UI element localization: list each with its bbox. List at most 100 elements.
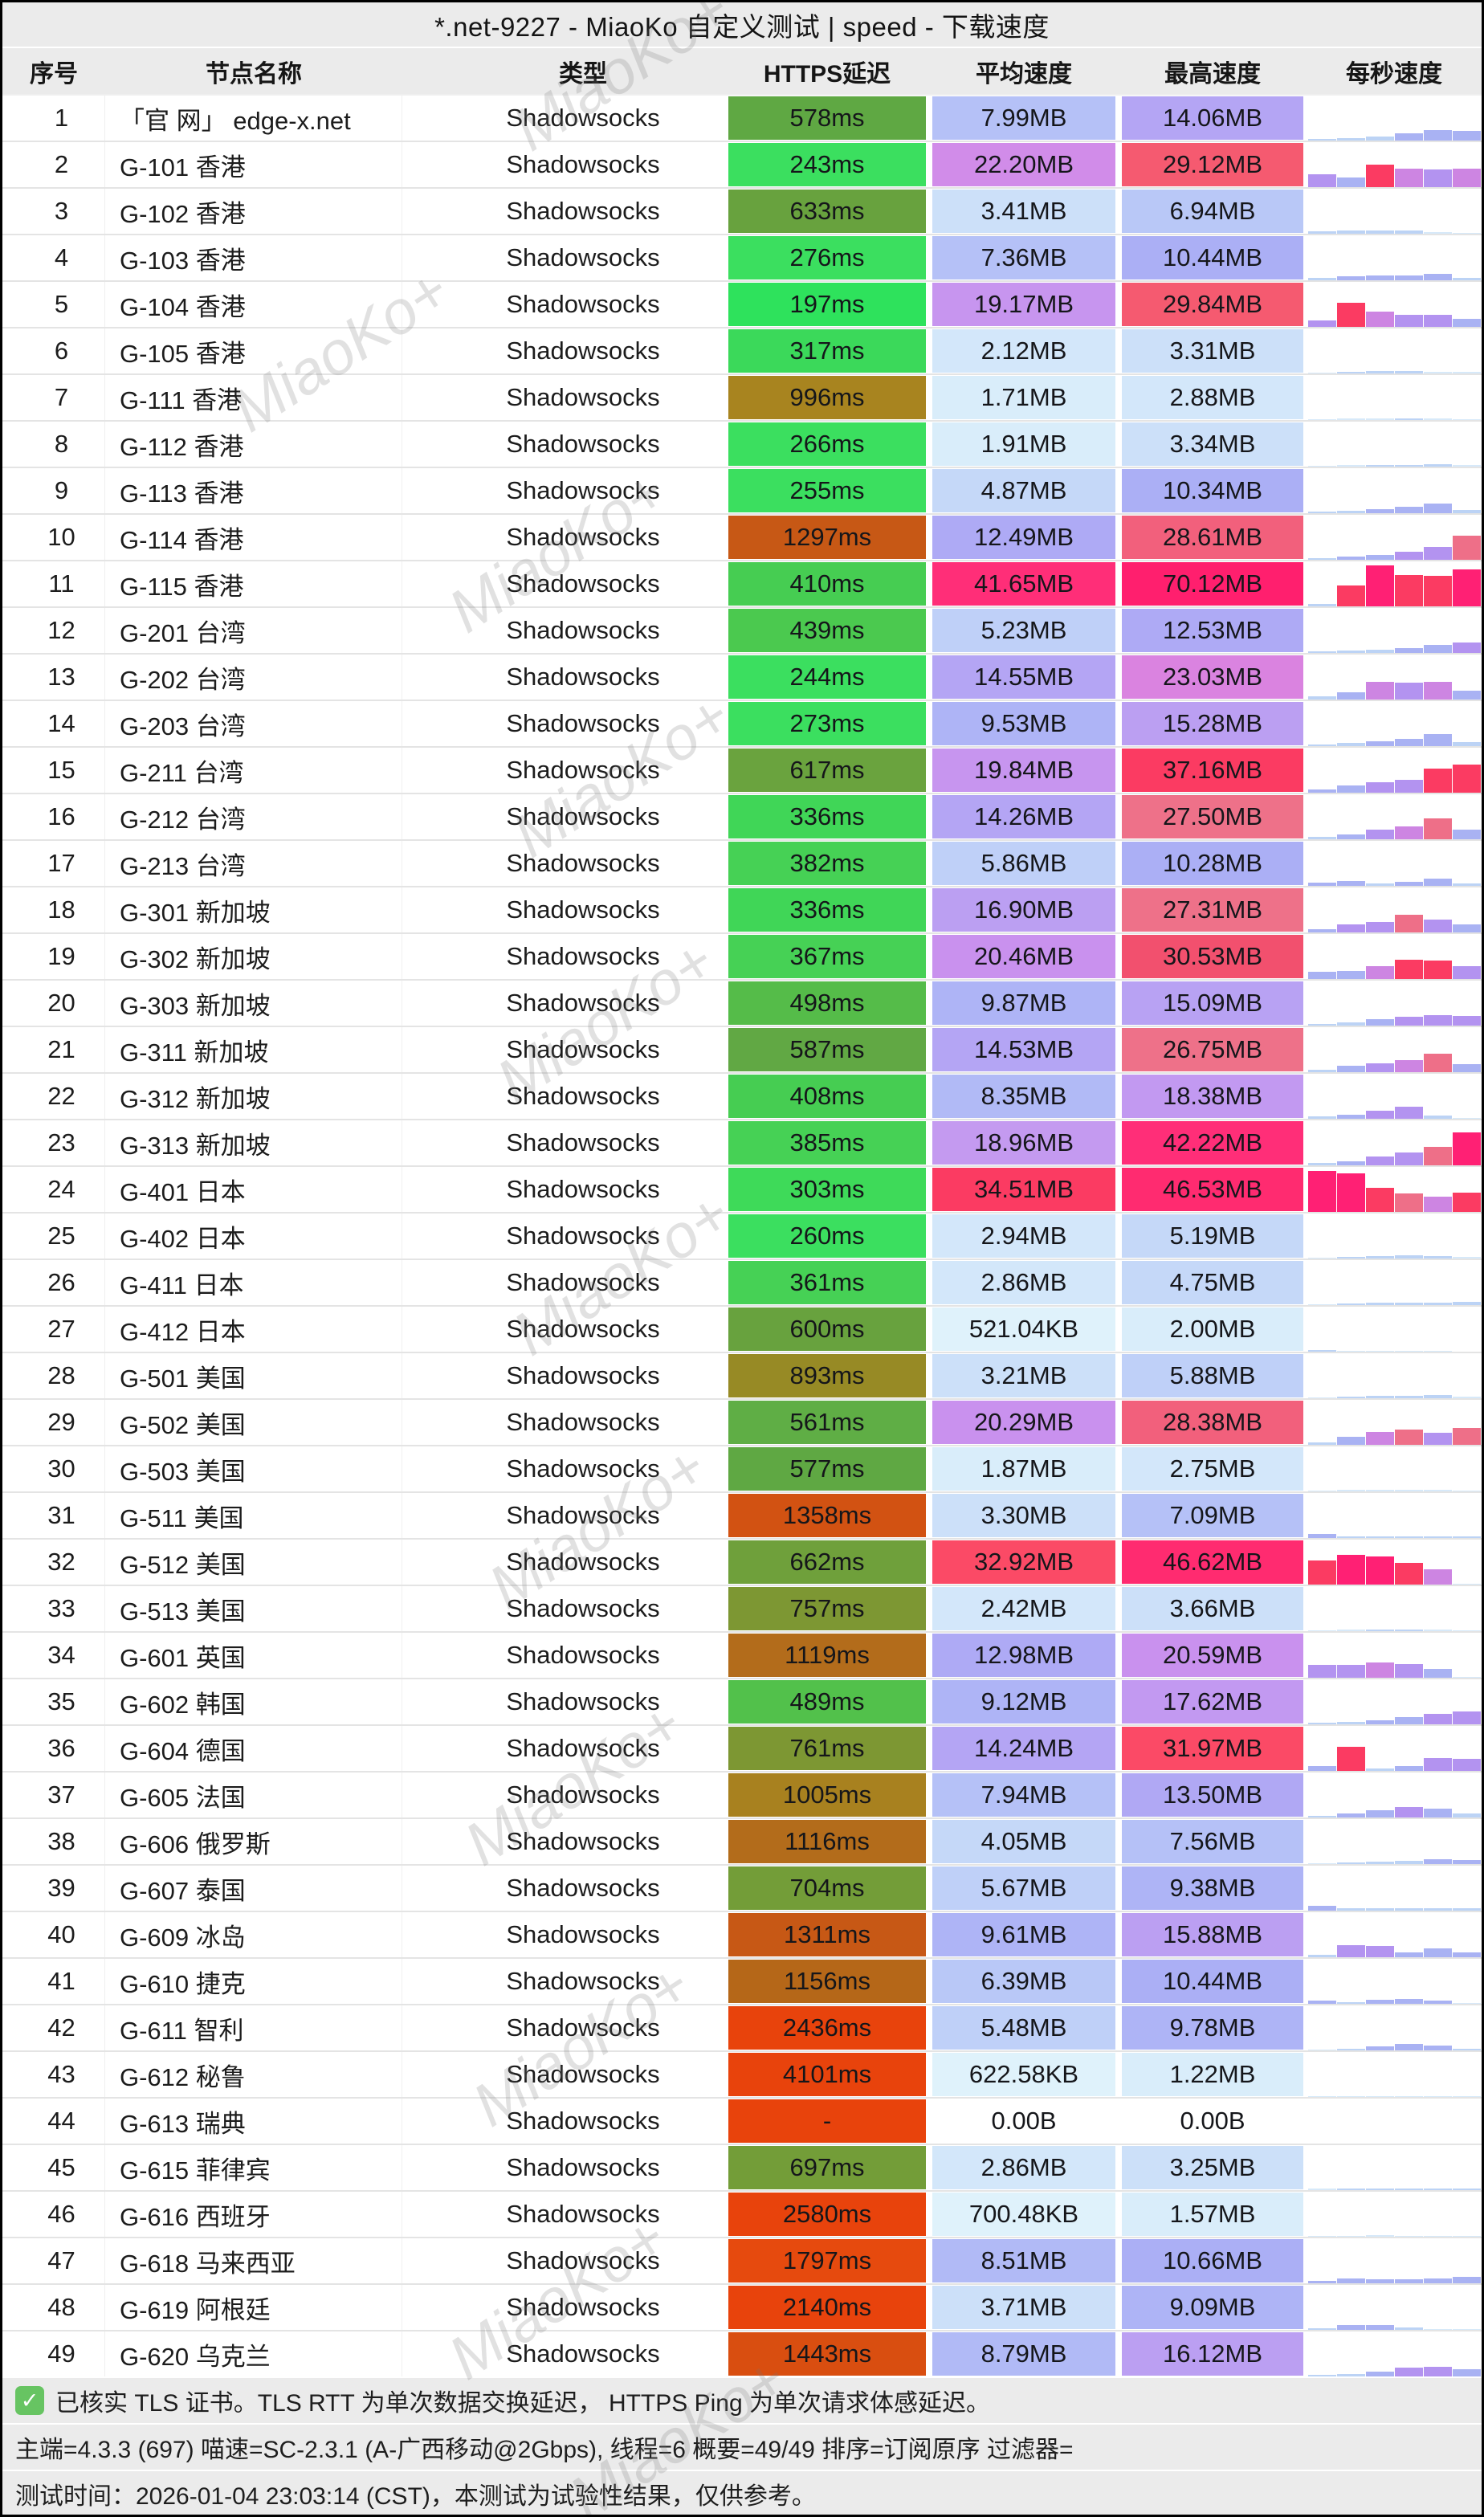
table-row: 4 G-103 香港 Shadowsocks 276ms 7.36MB 10.4… [2,234,1482,280]
spark-bar [1453,1584,1481,1585]
footer: ✓ 已核实 TLS 证书。TLS RTT 为单次数据交换延迟， HTTPS Pi… [2,2376,1482,2515]
avg-speed-cell: 19.17MB [932,283,1115,326]
spark-bar [1424,2278,1452,2283]
spark-bar [1308,2096,1336,2097]
row-index: 45 [2,2145,105,2190]
spark-bar [1308,972,1336,979]
max-speed-cell: 18.38MB [1122,1075,1303,1118]
spark-bar [1424,1116,1452,1119]
node-name: G-115 香港 [105,561,402,606]
https-latency-cell: 1156ms [728,1960,926,2003]
header-col-per-second-speed: 每秒速度 [1346,60,1442,88]
spark-bar [1366,418,1394,420]
node-name: G-114 香港 [105,515,402,560]
spark-bar [1366,1111,1394,1119]
spark-bar [1308,2281,1336,2283]
spark-bar [1453,2236,1481,2237]
https-latency-cell: 410ms [728,562,926,606]
spark-bar [1337,465,1365,467]
spark-bar [1453,465,1481,467]
node-type: Shadowsocks [506,2246,660,2274]
row-index: 48 [2,2285,105,2330]
spark-bar [1308,837,1336,839]
node-type: Shadowsocks [506,2013,660,2042]
spark-bar [1366,650,1394,653]
spark-bar [1366,1396,1394,1398]
spark-bar [1424,130,1452,141]
spark-bar [1395,1908,1423,1911]
spark-bar [1308,1171,1336,1212]
node-name: G-620 乌克兰 [105,2331,402,2376]
spark-bar [1308,1024,1336,1026]
spark-bar [1308,139,1336,141]
node-type: Shadowsocks [506,1548,660,1576]
per-second-speed-sparkline [1307,2285,1482,2330]
max-speed-cell: 7.56MB [1122,1820,1303,1863]
node-type: Shadowsocks [506,1641,660,1669]
https-latency-cell: 577ms [728,1447,926,1491]
avg-speed-cell: 8.51MB [932,2239,1115,2282]
table-row: 2 G-101 香港 Shadowsocks 243ms 22.20MB 29.… [2,141,1482,187]
node-name: G-202 台湾 [105,655,402,700]
avg-speed-cell: 12.49MB [932,516,1115,559]
table-row: 6 G-105 香港 Shadowsocks 317ms 2.12MB 3.31… [2,327,1482,373]
spark-bar [1424,2236,1452,2237]
table-row: 46 G-616 西班牙 Shadowsocks 2580ms 700.48KB… [2,2190,1482,2237]
per-second-speed-sparkline [1307,1679,1482,1724]
node-type: Shadowsocks [506,1082,660,1110]
footer-client-info: 主端=4.3.3 (697) 喵速=SC-2.3.1 (A-广西移动@2Gbps… [2,2423,1482,2470]
node-type: Shadowsocks [506,523,660,551]
avg-speed-cell: 20.29MB [932,1401,1115,1444]
spark-bar [1453,569,1481,606]
table-row: 43 G-612 秘鲁 Shadowsocks 4101ms 622.58KB … [2,2050,1482,2097]
node-type: Shadowsocks [506,1827,660,1855]
spark-bar [1366,2325,1394,2330]
spark-bar [1453,131,1481,141]
https-latency-cell: 4101ms [728,2053,926,2096]
spark-bar [1308,2189,1336,2190]
spark-bar [1337,2236,1365,2237]
spark-bar [1395,1396,1423,1398]
spark-bar [1308,929,1336,932]
row-index: 9 [2,468,105,513]
max-speed-cell: 15.09MB [1122,981,1303,1025]
max-speed-cell: 2.75MB [1122,1447,1303,1491]
header-col-index: 序号 [30,60,78,88]
spark-bar [1366,1432,1394,1445]
node-name: G-411 日本 [105,1260,402,1305]
footer-client-info-text: 主端=4.3.3 (697) 喵速=SC-2.3.1 (A-广西移动@2Gbps… [15,2437,1074,2463]
spark-bar [1337,881,1365,886]
spark-bar [1366,1490,1394,1491]
node-name: G-203 台湾 [105,701,402,746]
table-row: 28 G-501 美国 Shadowsocks 893ms 3.21MB 5.8… [2,1352,1482,1398]
avg-speed-cell: 22.20MB [932,143,1115,186]
node-name: G-602 韩国 [105,1679,402,1724]
node-type: Shadowsocks [506,942,660,970]
title-bar: *.net-9227 - MiaoKo 自定义测试 | speed - 下载速度 [2,2,1482,48]
spark-bar [1337,177,1365,187]
node-name: G-201 台湾 [105,608,402,653]
spark-bar [1366,465,1394,467]
spark-bar [1337,743,1365,746]
spark-bar [1395,1107,1423,1119]
node-type: Shadowsocks [506,1128,660,1157]
node-name: G-612 秘鲁 [105,2052,402,2097]
spark-bar [1366,2235,1394,2237]
spark-bar [1337,1908,1365,1911]
spark-bar [1337,511,1365,513]
max-speed-cell: 9.78MB [1122,2006,1303,2050]
node-name: G-502 美国 [105,1400,402,1445]
spark-bar [1308,2328,1336,2330]
https-latency-cell: 600ms [728,1307,926,1351]
spark-bar [1366,2372,1394,2376]
https-latency-cell: 498ms [728,981,926,1025]
node-name: G-301 新加坡 [105,887,402,932]
per-second-speed-sparkline [1307,1959,1482,2004]
https-latency-cell: 382ms [728,842,926,885]
row-index: 46 [2,2192,105,2237]
row-index: 41 [2,1959,105,2004]
spark-bar [1308,789,1336,793]
row-index: 6 [2,328,105,373]
spark-bar [1366,1019,1394,1026]
spark-bar [1308,558,1336,560]
